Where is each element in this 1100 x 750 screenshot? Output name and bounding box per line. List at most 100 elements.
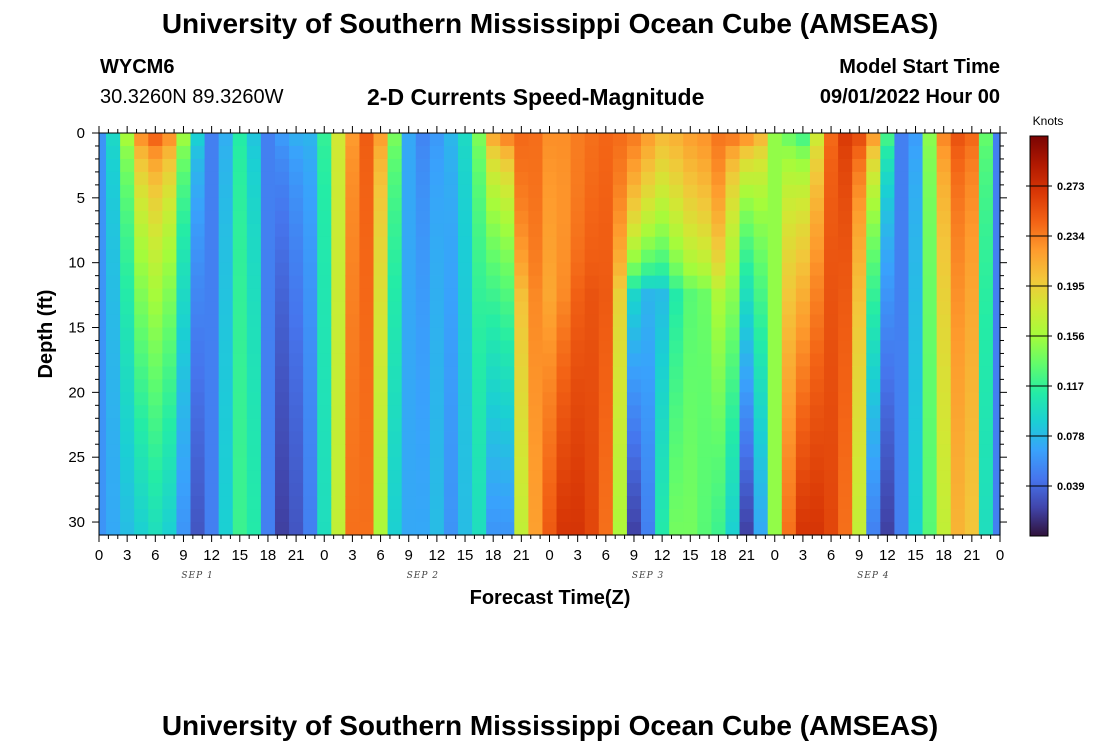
heatmap-cell xyxy=(514,470,529,484)
heatmap-cell xyxy=(992,314,1001,329)
heatmap-cell xyxy=(514,405,529,419)
heatmap-cell xyxy=(486,145,501,160)
heatmap-cell xyxy=(457,405,473,419)
heatmap-cell xyxy=(429,158,445,173)
x-axis-label: Forecast Time(Z) xyxy=(470,587,631,609)
x-tick-label: 9 xyxy=(405,547,413,564)
heatmap-cell xyxy=(260,509,276,523)
heatmap-cell xyxy=(866,353,881,368)
heatmap-cell xyxy=(486,340,501,355)
heatmap-cell xyxy=(922,444,938,458)
heatmap-cell xyxy=(99,197,107,212)
heatmap-cell xyxy=(556,509,572,523)
heatmap-cell xyxy=(894,210,910,225)
heatmap-cell xyxy=(612,236,628,251)
heatmap-cell xyxy=(401,314,417,329)
heatmap-cell xyxy=(429,483,445,497)
heatmap-cell xyxy=(457,301,473,316)
heatmap-cell xyxy=(824,470,839,484)
heatmap-cell xyxy=(317,496,332,510)
heatmap-cell xyxy=(711,288,727,303)
heatmap-cell xyxy=(950,431,966,445)
heatmap-cell xyxy=(345,418,361,432)
heatmap-cell xyxy=(894,301,910,316)
heatmap-cell xyxy=(725,236,741,251)
heatmap-cell xyxy=(415,145,431,160)
heatmap-cell xyxy=(612,483,628,497)
heatmap-cell xyxy=(922,275,938,290)
heatmap-cell xyxy=(373,379,389,393)
heatmap-cell xyxy=(570,379,586,393)
heatmap-cell xyxy=(486,379,501,393)
heatmap-cell xyxy=(303,496,318,510)
heatmap-cell xyxy=(584,197,600,212)
heatmap-cell xyxy=(457,327,473,342)
heatmap-cell xyxy=(809,184,825,199)
heatmap-cell xyxy=(106,392,121,406)
heatmap-cell xyxy=(936,509,952,523)
heatmap-cell xyxy=(894,431,910,445)
heatmap-cell xyxy=(556,431,572,445)
heatmap-cell xyxy=(274,184,290,199)
heatmap-cell xyxy=(486,275,501,290)
heatmap-cell xyxy=(99,340,107,355)
heatmap-cell xyxy=(739,210,755,225)
heatmap-cell xyxy=(443,275,459,290)
heatmap-cell xyxy=(106,236,121,251)
heatmap-cell xyxy=(204,171,220,186)
heatmap-cell xyxy=(753,340,769,355)
heatmap-cell xyxy=(415,275,431,290)
heatmap-cell xyxy=(781,496,797,510)
heatmap-cell xyxy=(978,262,994,277)
heatmap-cell xyxy=(669,133,684,147)
heatmap-cell xyxy=(964,275,980,290)
heatmap-cell xyxy=(922,470,938,484)
heatmap-cell xyxy=(99,327,107,342)
heatmap-cell xyxy=(260,210,276,225)
heatmap-cell xyxy=(260,236,276,251)
colorbar-tick-label: 0.156 xyxy=(1057,331,1085,343)
heatmap-cell xyxy=(725,171,741,186)
heatmap-cell xyxy=(922,431,938,445)
heatmap-cell xyxy=(584,457,600,471)
heatmap-cell xyxy=(443,301,459,316)
heatmap-cell xyxy=(134,418,149,432)
heatmap-cell xyxy=(570,522,586,536)
heatmap-cell xyxy=(626,184,642,199)
heatmap-cell xyxy=(528,314,544,329)
heatmap-cell xyxy=(289,197,304,212)
heatmap-cell xyxy=(317,314,332,329)
heatmap-cell xyxy=(542,197,558,212)
heatmap-cell xyxy=(106,314,121,329)
heatmap-cell xyxy=(457,431,473,445)
heatmap-cell xyxy=(683,262,698,277)
heatmap-cell xyxy=(767,405,783,419)
heatmap-cell xyxy=(992,522,1001,536)
heatmap-cell xyxy=(528,457,544,471)
heatmap-cell xyxy=(429,288,445,303)
heatmap-cell xyxy=(303,522,318,536)
heatmap-cell xyxy=(218,262,234,277)
heatmap-cell xyxy=(387,314,403,329)
heatmap-cell xyxy=(457,483,473,497)
heatmap-cell xyxy=(824,379,839,393)
heatmap-cell xyxy=(457,223,473,238)
heatmap-cell xyxy=(106,158,121,173)
heatmap-cell xyxy=(669,457,684,471)
heatmap-cell xyxy=(260,457,276,471)
heatmap-cell xyxy=(838,431,853,445)
heatmap-cell xyxy=(795,509,811,523)
heatmap-cell xyxy=(978,171,994,186)
y-tick-label: 5 xyxy=(77,190,85,207)
heatmap-cell xyxy=(204,444,220,458)
heatmap-cell xyxy=(908,418,924,432)
heatmap-cell xyxy=(317,275,332,290)
heatmap-cell xyxy=(880,483,896,497)
heatmap-cell xyxy=(669,327,684,342)
heatmap-cell xyxy=(162,184,178,199)
heatmap-cell xyxy=(767,379,783,393)
heatmap-cell xyxy=(950,470,966,484)
heatmap-cell xyxy=(922,262,938,277)
heatmap-cell xyxy=(880,457,896,471)
heatmap-cell xyxy=(401,522,417,536)
